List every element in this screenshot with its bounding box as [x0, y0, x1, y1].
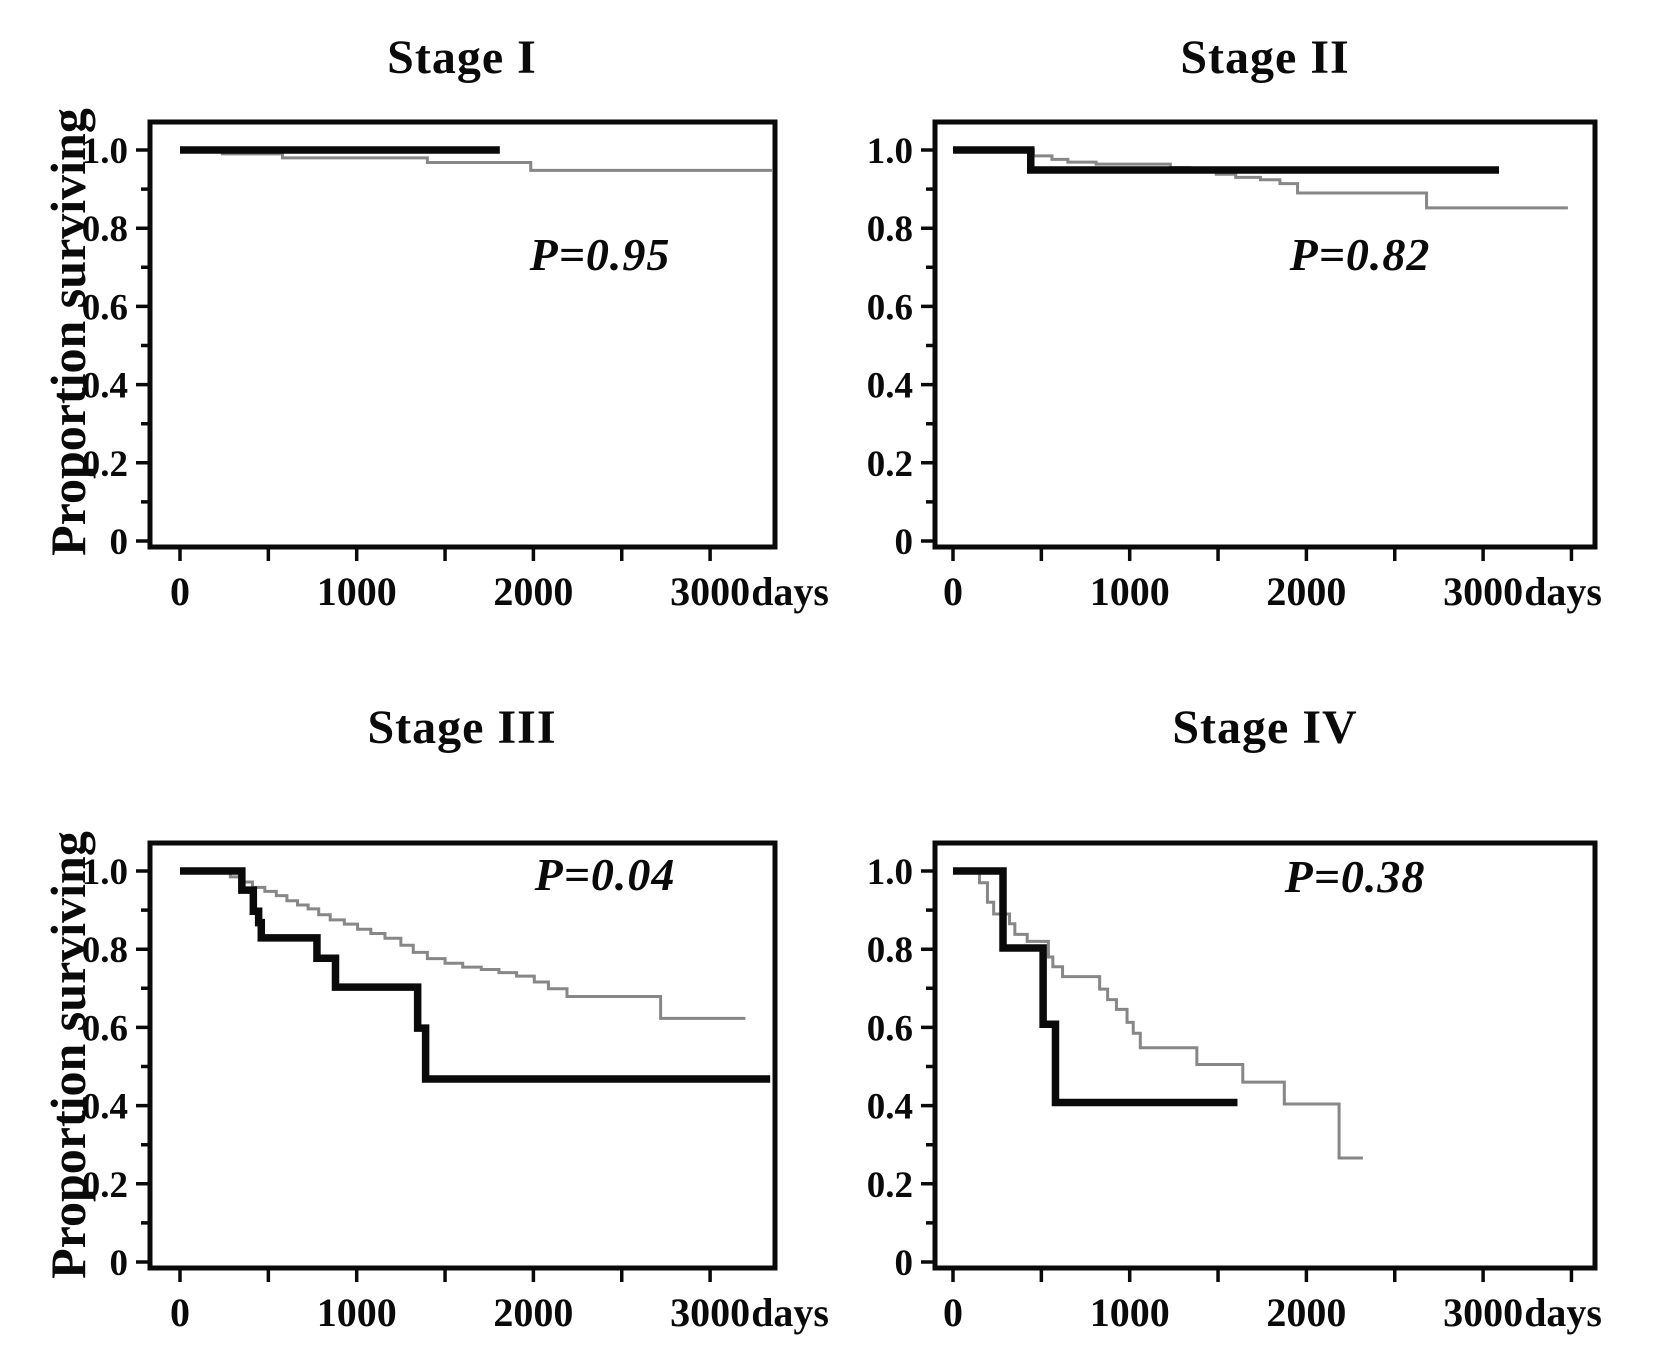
- y-tick-label: 0.6: [82, 1008, 128, 1049]
- y-tick-label: 0.4: [867, 366, 913, 407]
- plot-border: [147, 119, 778, 550]
- x-tick-label: 0: [170, 569, 190, 614]
- x-tick-label: 3000: [1443, 1290, 1523, 1335]
- y-tick-label: 1.0: [867, 852, 913, 893]
- y-tick-label: 0.2: [82, 1165, 128, 1206]
- x-tick-label: 1000: [317, 569, 397, 614]
- y-tick-label: 0.8: [867, 930, 913, 971]
- x-tick-label: 0: [943, 569, 963, 614]
- x-tick-label: 2000: [1266, 1290, 1346, 1335]
- survival-curve-thick-black-group: [180, 867, 771, 1083]
- x-tick-label: 2000: [493, 1290, 573, 1335]
- survival-chart-svg: 0 1000 2000 3000 days 1.0 0.8 0.6 0.4 0.2 0: [82, 119, 829, 614]
- x-axis-unit-label: days: [751, 569, 829, 614]
- survival-chart-svg: 0 1000 2000 3000 days 1.0 0.8 0.6 0.4 0.2 0: [82, 840, 829, 1335]
- survival-plot-stage-1: 0 1000 2000 3000 days 1.0 0.8 0.6 0.4 0.2 0: [60, 102, 870, 637]
- x-axis-unit-label: days: [1524, 569, 1602, 614]
- x-tick-label: 1000: [1090, 569, 1170, 614]
- y-tick-label: 0.4: [82, 1087, 128, 1128]
- survival-curve-thick-black-group: [953, 867, 1238, 1107]
- survival-plot-stage-3: 0 1000 2000 3000 days 1.0 0.8 0.6 0.4 0.2 0: [60, 823, 870, 1353]
- survival-curve-thick-black-group: [953, 146, 1500, 174]
- y-tick-label: 0: [895, 522, 914, 563]
- plot-border: [147, 840, 778, 1271]
- axis-ticks: [921, 148, 1574, 561]
- x-tick-label: 1000: [1090, 1290, 1170, 1335]
- x-tick-label: 0: [943, 1290, 963, 1335]
- survival-curve-thin-gray-group: [180, 869, 746, 1020]
- plot-border: [932, 119, 1598, 550]
- x-tick-label: 3000: [670, 1290, 750, 1335]
- y-tick-label: 0: [110, 1243, 129, 1284]
- survival-chart-svg: 0 1000 2000 3000 days 1.0 0.8 0.6 0.4 0.2 0: [867, 840, 1602, 1335]
- y-tick-label: 1.0: [82, 131, 128, 172]
- y-tick-label: 0.8: [82, 209, 128, 250]
- y-tick-label: 1.0: [82, 852, 128, 893]
- x-axis-unit-label: days: [751, 1290, 829, 1335]
- p-value-annotation: P=0.04: [534, 849, 676, 900]
- y-tick-label: 0.2: [867, 1165, 913, 1206]
- panel-title-stage-2: Stage II: [1180, 31, 1350, 84]
- x-tick-label: 2000: [1266, 569, 1346, 614]
- survival-plot-stage-2: 0 1000 2000 3000 days 1.0 0.8 0.6 0.4 0.2 0: [845, 102, 1654, 637]
- survival-plot-stage-4: 0 1000 2000 3000 days 1.0 0.8 0.6 0.4 0.2 0: [845, 823, 1654, 1353]
- survival-chart-svg: 0 1000 2000 3000 days 1.0 0.8 0.6 0.4 0.2 0: [867, 119, 1602, 614]
- x-tick-label: 2000: [493, 569, 573, 614]
- axis-ticks: [136, 869, 712, 1282]
- y-tick-label: 0.6: [867, 1008, 913, 1049]
- axis-ticks: [136, 148, 712, 561]
- x-axis-unit-label: days: [1524, 1290, 1602, 1335]
- panel-title-stage-4: Stage IV: [1172, 701, 1358, 754]
- y-tick-label: 0.6: [82, 287, 128, 328]
- p-value-annotation: P=0.82: [1289, 229, 1431, 280]
- survival-curve-thin-gray-group: [953, 148, 1568, 210]
- y-tick-label: 0.8: [867, 209, 913, 250]
- y-tick-label: 0.2: [82, 444, 128, 485]
- panel-title-stage-3: Stage III: [367, 701, 557, 754]
- x-tick-label: 3000: [1443, 569, 1523, 614]
- axis-ticks: [921, 869, 1574, 1282]
- p-value-annotation: P=0.95: [529, 229, 671, 280]
- y-tick-label: 0.4: [82, 366, 128, 407]
- y-tick-label: 0.6: [867, 287, 913, 328]
- survival-curve-thin-gray-group: [953, 869, 1363, 1160]
- y-tick-label: 0: [895, 1243, 914, 1284]
- y-tick-label: 1.0: [867, 131, 913, 172]
- panel-title-stage-1: Stage I: [387, 31, 537, 84]
- p-value-annotation: P=0.38: [1284, 851, 1426, 902]
- y-tick-label: 0.4: [867, 1087, 913, 1128]
- y-tick-label: 0.2: [867, 444, 913, 485]
- plot-border: [932, 840, 1598, 1271]
- x-tick-label: 3000: [670, 569, 750, 614]
- y-tick-label: 0.8: [82, 930, 128, 971]
- y-tick-label: 0: [110, 522, 129, 563]
- x-tick-label: 1000: [317, 1290, 397, 1335]
- x-tick-label: 0: [170, 1290, 190, 1335]
